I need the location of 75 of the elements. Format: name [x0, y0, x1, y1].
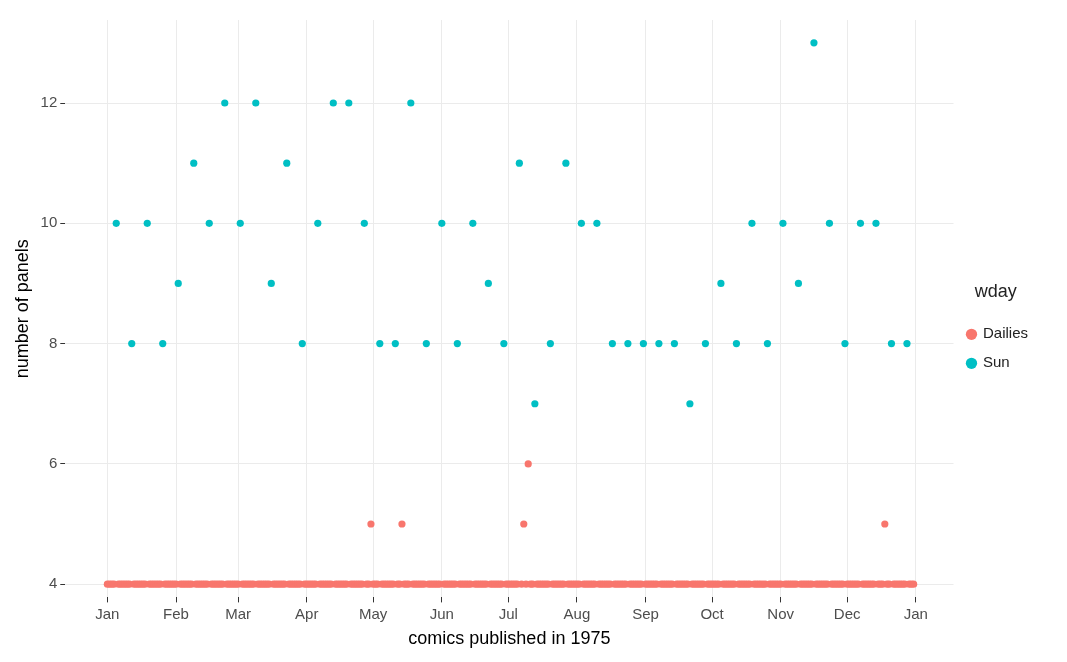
point: [345, 99, 353, 107]
point: [190, 159, 198, 167]
x-tick-label: Aug: [563, 604, 591, 622]
point: [577, 219, 585, 227]
point: [438, 219, 446, 227]
point: [717, 279, 725, 288]
y-tick-label: 4: [48, 574, 58, 592]
point: [283, 159, 291, 167]
point: [453, 339, 461, 348]
point: [562, 159, 570, 167]
x-tick-label: Feb: [163, 604, 189, 622]
point: [515, 159, 523, 167]
point: [469, 219, 477, 227]
point: [763, 339, 772, 348]
point: [143, 219, 151, 227]
point: [748, 219, 756, 227]
point: [686, 400, 694, 408]
point: [360, 219, 368, 227]
y-tick-label: 8: [48, 333, 58, 351]
point: [221, 99, 229, 107]
point: [484, 279, 492, 288]
y-axis-title: number of panels: [11, 239, 32, 379]
point: [655, 339, 663, 348]
point: [887, 339, 896, 348]
legend-title: wday: [973, 281, 1017, 302]
point: [639, 339, 647, 348]
point: [531, 400, 539, 408]
point: [267, 279, 275, 288]
point: [794, 279, 803, 288]
point: [593, 219, 601, 227]
legend-label: Sun: [982, 353, 1010, 371]
point: [701, 339, 710, 348]
point: [500, 339, 508, 348]
point: [732, 339, 741, 348]
y-tick-label: 12: [40, 93, 58, 111]
point: [407, 99, 415, 107]
x-tick-label: Mar: [225, 604, 251, 622]
x-tick-label: Jun: [429, 604, 454, 622]
point: [159, 339, 167, 348]
x-tick-label: Nov: [767, 604, 795, 622]
point: [205, 219, 213, 227]
point: [298, 339, 306, 348]
x-tick-label: May: [358, 604, 388, 622]
legend-label: Dailies: [982, 324, 1028, 342]
point: [314, 219, 322, 227]
point: [624, 339, 632, 348]
point: [422, 339, 430, 348]
point: [825, 219, 834, 227]
point: [841, 339, 849, 348]
x-tick-label: Jan: [903, 604, 928, 622]
point: [903, 339, 911, 348]
point: [391, 339, 399, 348]
x-tick-label: Apr: [295, 604, 319, 622]
point: [856, 219, 865, 227]
x-tick-label: Oct: [700, 604, 725, 622]
point: [174, 279, 182, 288]
point: [329, 99, 337, 107]
x-tick-label: Jan: [95, 604, 120, 622]
y-tick-label: 10: [40, 213, 58, 231]
point: [112, 219, 120, 227]
point: [376, 339, 384, 348]
y-tick-label: 6: [48, 454, 58, 472]
point: [546, 339, 554, 348]
point: [670, 339, 678, 348]
x-tick-label: Sep: [632, 604, 659, 622]
x-axis-title: comics published in 1975: [408, 628, 611, 649]
point: [608, 339, 616, 348]
x-tick-label: Dec: [833, 604, 861, 622]
point: [128, 339, 136, 348]
point: [872, 219, 880, 227]
point: [236, 219, 244, 227]
point: [252, 99, 260, 107]
point: [779, 219, 787, 227]
x-tick-label: Jul: [498, 604, 518, 622]
point: [810, 39, 818, 47]
